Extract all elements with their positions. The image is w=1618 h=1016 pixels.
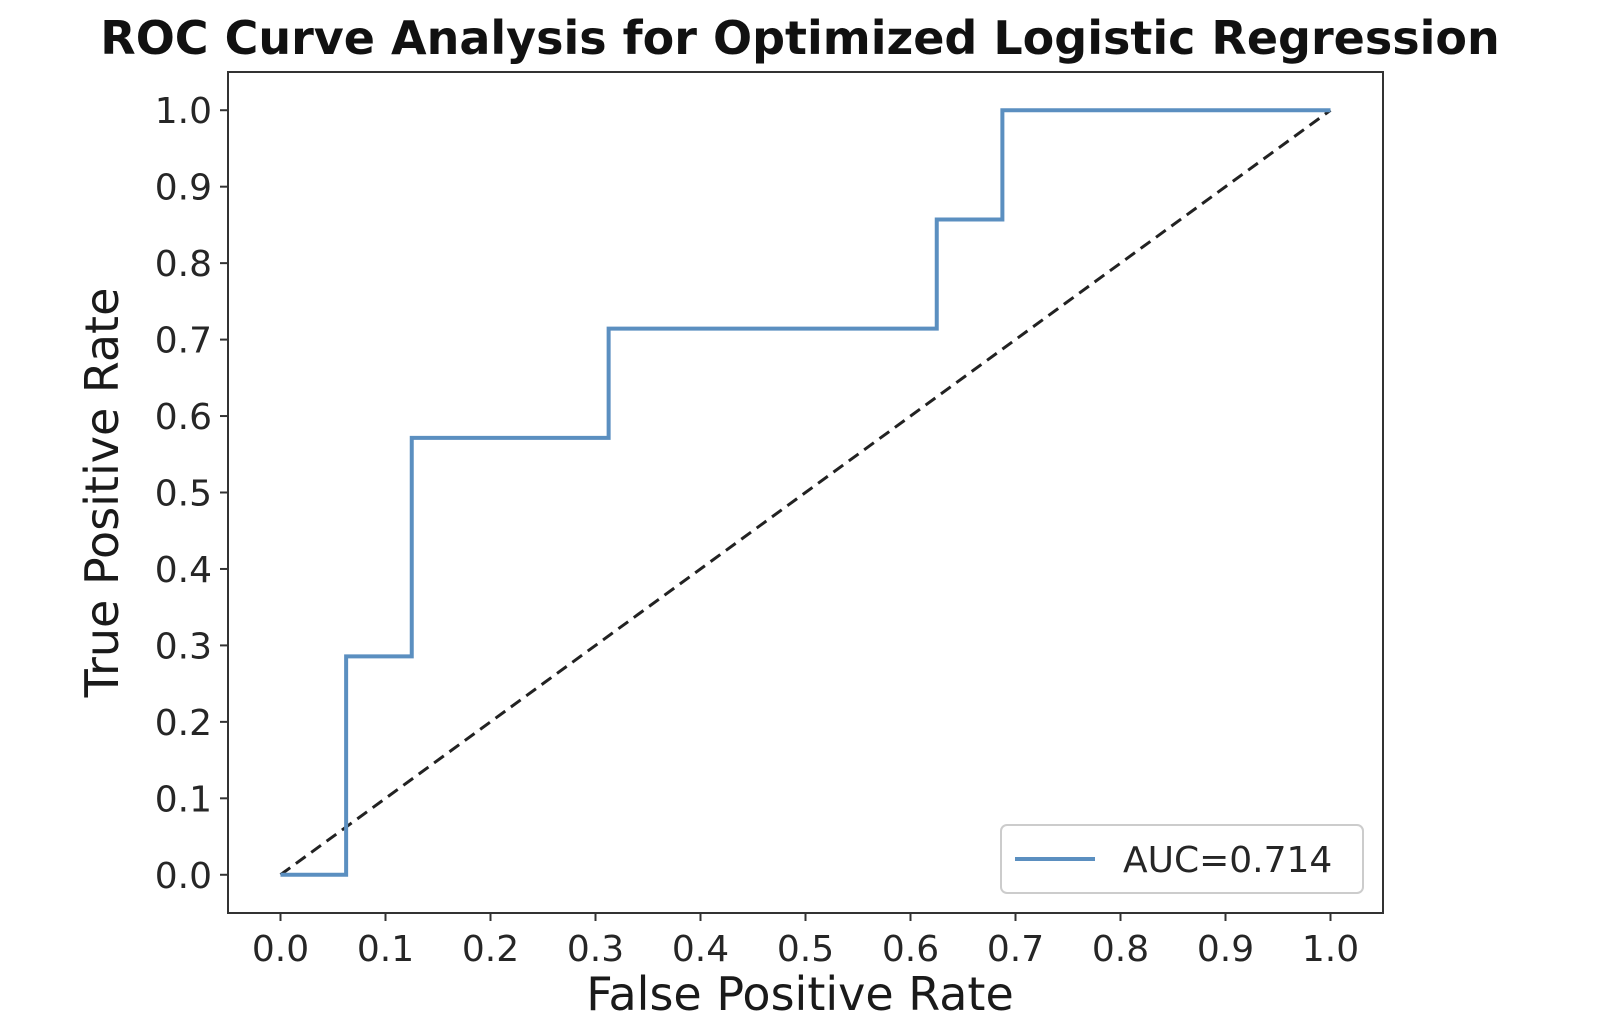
legend: AUC=0.714 bbox=[1000, 824, 1364, 894]
series-layer bbox=[279, 108, 1332, 877]
y-tick-label: 0.2 bbox=[155, 703, 212, 744]
y-tick-label: 0.7 bbox=[155, 321, 212, 362]
y-tick-label: 0.4 bbox=[155, 550, 212, 591]
y-tick-label: 0.0 bbox=[155, 856, 212, 897]
x-tick-label: 0.5 bbox=[777, 929, 834, 970]
x-tick-label: 0.9 bbox=[1197, 929, 1254, 970]
x-tick-label: 0.3 bbox=[567, 929, 624, 970]
y-tick-label: 1.0 bbox=[155, 91, 212, 132]
x-tick-label: 0.2 bbox=[462, 929, 519, 970]
y-axis-label: True Positive Rate bbox=[75, 288, 129, 699]
chance-diagonal-line bbox=[279, 109, 1332, 876]
y-tick-label: 0.6 bbox=[155, 397, 212, 438]
x-tick-label: 0.0 bbox=[252, 929, 309, 970]
roc-curve-line bbox=[280, 108, 1331, 877]
x-axis-label: False Positive Rate bbox=[586, 967, 1014, 1016]
x-tick-label: 0.7 bbox=[987, 929, 1044, 970]
y-tick-label: 0.3 bbox=[155, 626, 212, 667]
y-tick-label: 0.8 bbox=[155, 244, 212, 285]
legend-label-auc: AUC=0.714 bbox=[1123, 840, 1332, 881]
y-tick-label: 0.9 bbox=[155, 168, 212, 209]
legend-box bbox=[1000, 824, 1364, 894]
x-tick-label: 0.6 bbox=[882, 929, 939, 970]
x-tick-label: 0.1 bbox=[357, 929, 414, 970]
x-tick-label: 0.8 bbox=[1092, 929, 1149, 970]
axis-ticks: 0.0 0.1 0.2 0.3 0.4 0.5 0.6 0.7 0.8 0.9 1.0 0.0 0.1 0… bbox=[155, 91, 1359, 970]
y-tick-label: 0.5 bbox=[155, 474, 212, 515]
chart-title: ROC Curve Analysis for Optimized Logisti… bbox=[100, 11, 1499, 65]
x-tick-label: 1.0 bbox=[1302, 929, 1359, 970]
x-tick-label: 0.4 bbox=[672, 929, 729, 970]
y-tick-label: 0.1 bbox=[155, 779, 212, 820]
